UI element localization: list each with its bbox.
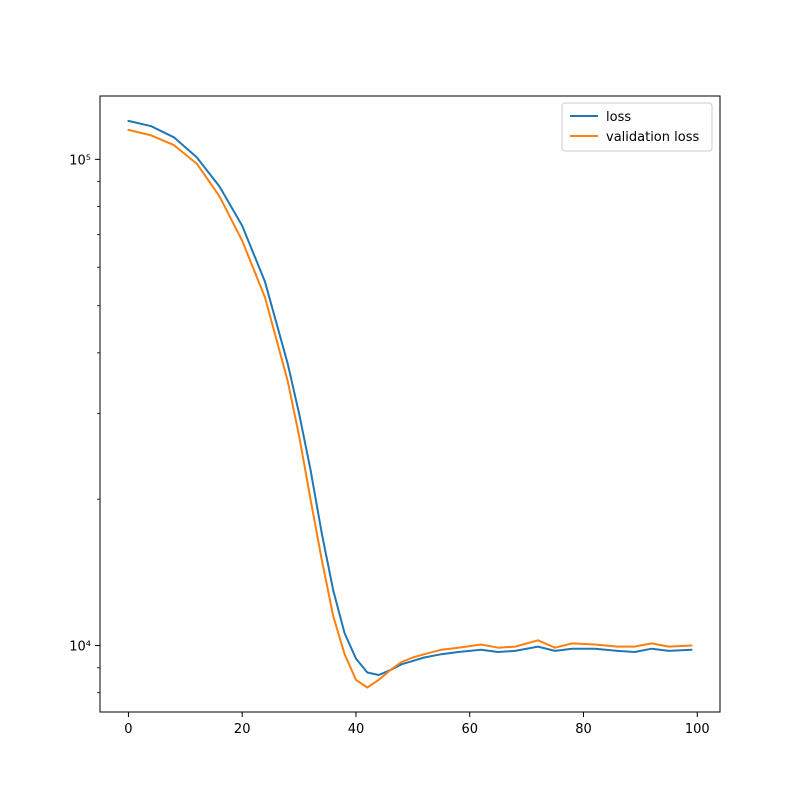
y-axis: 10⁴ 10⁵ <box>69 153 100 694</box>
legend-label-0: loss <box>606 110 631 125</box>
x-tick-label: 60 <box>461 722 478 737</box>
legend-box <box>561 102 713 152</box>
x-axis: 0 20 40 60 80 100 <box>124 712 710 737</box>
series-line-1 <box>127 128 693 689</box>
x-tick-label: 20 <box>234 722 251 737</box>
x-tick-label: 40 <box>348 722 365 737</box>
y-tick-label: 10⁵ <box>69 153 91 168</box>
legend: loss validation loss <box>561 102 713 152</box>
legend-label-1: validation loss <box>606 130 699 145</box>
x-tick-label: 0 <box>124 722 132 737</box>
x-tick-label: 100 <box>685 722 710 737</box>
y-tick-label: 10⁴ <box>69 640 91 655</box>
plot-frame <box>99 95 721 713</box>
x-tick-label: 80 <box>575 722 592 737</box>
series-layer <box>127 119 693 689</box>
